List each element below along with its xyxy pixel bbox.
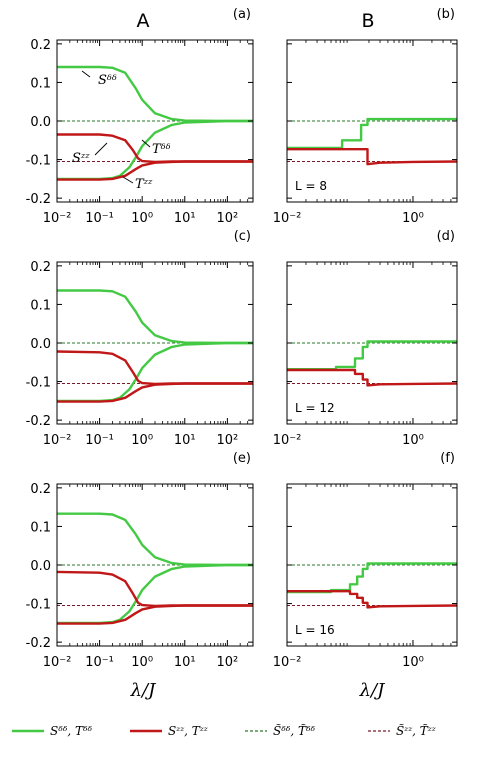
x-tick-label: 10¹ (174, 655, 196, 670)
panel-label: (a) (233, 7, 251, 22)
y-tick-label: 0.0 (30, 559, 51, 574)
annotation-arrow (94, 142, 108, 156)
x-axis-label-left: λ/J (130, 680, 157, 701)
panel-label: (c) (234, 229, 251, 244)
y-tick-label: 0.0 (30, 115, 51, 130)
panel-e: (e) 0.2 0.1 0.0 -0.1 -0.2 10⁻² 10⁻¹ 10⁰ 10¹ 10² (26, 451, 254, 670)
x-tick-label: 10⁰ (402, 211, 424, 226)
series-line (287, 117, 457, 150)
y-tick-label: -0.1 (26, 154, 51, 169)
x-tick-label: 10⁰ (402, 433, 424, 448)
annotation-arrow (122, 176, 134, 184)
legend-label: Sᵟᵟ, Tᵟᵟ (50, 724, 92, 738)
y-tick-label: 0.0 (30, 337, 51, 352)
annotation-label: Tᶻᶻ (135, 177, 153, 192)
x-tick-label: 10⁰ (131, 211, 153, 226)
y-tick-label: -0.2 (26, 636, 51, 651)
x-tick-label: 10¹ (174, 211, 196, 226)
panel-b: (b) 10⁻² 10⁰ L = 8 (273, 7, 458, 226)
column-a-heading: A (137, 10, 150, 32)
series-line (57, 604, 253, 625)
legend-label: S̃ᶻᶻ, T̃ᶻᶻ (396, 723, 437, 738)
series-line (57, 512, 253, 567)
series-line (287, 562, 457, 594)
x-tick-label: 10⁻² (43, 211, 72, 226)
panel-label: (b) (437, 7, 455, 22)
annotation-arrow (81, 70, 91, 78)
panel-a: (a) 0.2 0.1 0.0 -0.1 -0.2 10⁻² 10⁻¹ 10⁰ 10¹ 10² Sᵟᵟ… (26, 7, 254, 226)
series-line (287, 340, 457, 371)
x-axis-label-right: λ/J (359, 680, 386, 701)
x-tick-label: 10¹ (174, 433, 196, 448)
annotation-label: Sᵟᵟ (98, 73, 117, 88)
series-line (57, 289, 253, 345)
system-size-label: L = 16 (295, 623, 335, 637)
y-tick-label: -0.1 (26, 598, 51, 613)
x-tick-label: 10⁻² (273, 655, 302, 670)
series-line (57, 563, 253, 625)
series-line (57, 160, 253, 181)
y-tick-label: 0.2 (30, 38, 51, 53)
y-tick-label: 0.1 (30, 520, 51, 535)
x-tick-label: 10² (216, 433, 238, 448)
legend-label: S̃ᵟᵟ, T̃ᵟᵟ (273, 723, 315, 738)
panel-label: (e) (233, 451, 251, 466)
system-size-label: L = 12 (295, 401, 335, 415)
annotation-label: Tᵟᵟ (152, 142, 171, 157)
y-tick-label: -0.1 (26, 376, 51, 391)
y-tick-label: 0.1 (30, 298, 51, 313)
series-line (57, 382, 253, 403)
panel-d: (d) 10⁻² 10⁰ L = 12 (273, 229, 458, 448)
legend: Sᵟᵟ, Tᵟᵟ Sᶻᶻ, Tᶻᶻ S̃ᵟᵟ, T̃ᵟᵟ S̃ᶻᶻ, T̃ᶻᶻ (12, 723, 437, 738)
series-line (56, 350, 253, 386)
x-tick-label: 10⁰ (131, 433, 153, 448)
x-tick-label: 10⁻¹ (85, 433, 114, 448)
annotation-arrow (141, 139, 151, 148)
x-tick-label: 10⁻² (273, 211, 302, 226)
x-tick-label: 10² (216, 211, 238, 226)
series-line (287, 368, 458, 387)
panel-label: (f) (440, 451, 455, 466)
x-tick-label: 10⁻² (273, 433, 302, 448)
x-tick-label: 10⁻¹ (85, 211, 114, 226)
series-line (57, 65, 253, 123)
x-tick-label: 10⁻¹ (85, 655, 114, 670)
y-tick-label: 0.2 (30, 482, 51, 497)
column-b-heading: B (361, 10, 374, 32)
y-tick-label: -0.2 (26, 192, 51, 207)
annotation-label: Sᶻᶻ (72, 151, 90, 166)
x-tick-label: 10⁻² (43, 433, 72, 448)
y-tick-label: 0.1 (30, 76, 51, 91)
system-size-label: L = 8 (295, 179, 327, 193)
x-tick-label: 10⁰ (131, 655, 153, 670)
y-tick-label: -0.2 (26, 414, 51, 429)
series-line (287, 590, 458, 609)
panel-f: (f) 10⁻² 10⁰ L = 16 (273, 451, 458, 670)
legend-label: Sᶻᶻ, Tᶻᶻ (168, 724, 209, 738)
x-tick-label: 10⁰ (402, 655, 424, 670)
panel-label: (d) (437, 229, 455, 244)
x-tick-label: 10⁻² (43, 655, 72, 670)
y-tick-label: 0.2 (30, 260, 51, 275)
series-line (287, 147, 458, 166)
x-tick-label: 10² (216, 655, 238, 670)
panel-c: (c) 0.2 0.1 0.0 -0.1 -0.2 10⁻² 10⁻¹ 10⁰ 10¹ 10² (26, 229, 254, 448)
